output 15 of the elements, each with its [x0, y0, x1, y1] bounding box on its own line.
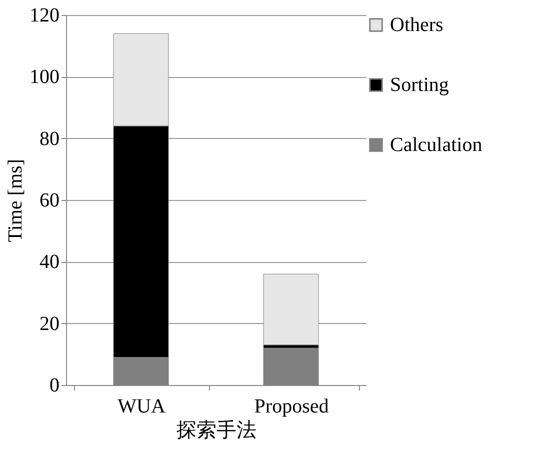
y-tick-label: 20: [40, 312, 60, 335]
y-axis-title: Time [ms]: [4, 158, 26, 242]
y-tick-label: 120: [30, 4, 60, 26]
bar: [263, 274, 319, 346]
y-tick-label: 40: [40, 251, 60, 274]
x-tick-label: WUA: [118, 396, 166, 418]
y-tick-label: 60: [40, 190, 60, 212]
x-axis-title: 探索手法: [176, 418, 256, 442]
y-tick-label: 0: [50, 374, 60, 396]
legend-label: Calculation: [390, 134, 482, 156]
y-tick-label: 100: [30, 66, 60, 88]
y-tick-label: 80: [40, 128, 60, 150]
legend-label: Sorting: [390, 74, 449, 96]
x-tick-label: Proposed: [254, 396, 329, 418]
legend-label: Others: [390, 14, 444, 36]
